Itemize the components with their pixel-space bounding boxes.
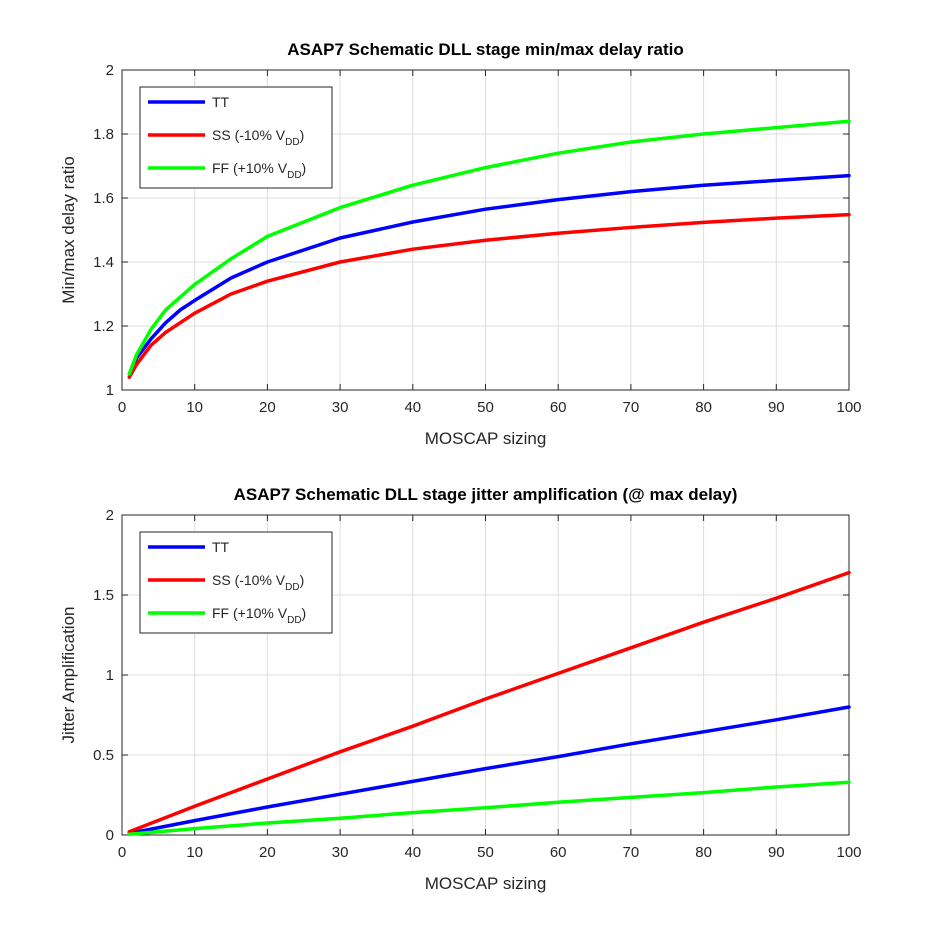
- legend-entry: SS (-10% VDD): [212, 127, 304, 148]
- legend-box: [139, 86, 333, 189]
- x-tick-label: 70: [623, 399, 640, 416]
- x-tick-label: 90: [768, 399, 785, 416]
- legend-entry-subscript: DD: [287, 170, 301, 181]
- legend-entry-name: FF (+10% V: [212, 160, 288, 176]
- legend-entry: TT: [212, 94, 230, 110]
- x-tick-label: 50: [477, 844, 494, 861]
- y-tick-label: 2: [106, 507, 114, 524]
- legend-entry-name: TT: [212, 94, 230, 110]
- x-tick-label: 80: [695, 844, 712, 861]
- x-tick-label: 30: [332, 844, 349, 861]
- y-tick-label: 0.5: [93, 747, 114, 764]
- x-tick-label: 10: [186, 844, 203, 861]
- y-tick-label: 1: [106, 382, 114, 399]
- series-line-3: [127, 780, 851, 836]
- legend-entry-name: SS (-10% V: [212, 572, 286, 588]
- y-tick-label: 1.4: [93, 254, 114, 271]
- legend-entry-suffix: ): [302, 160, 307, 176]
- x-tick-label: 0: [118, 844, 126, 861]
- y-tick-label: 2: [106, 62, 114, 79]
- chart-title: ASAP7 Schematic DLL stage min/max delay …: [287, 40, 684, 59]
- x-axis-label: MOSCAP sizing: [425, 429, 547, 448]
- legend-entry-suffix: ): [300, 127, 305, 143]
- series-line-1: [127, 173, 851, 376]
- legend-entry-name: TT: [212, 539, 230, 555]
- y-tick-label: 1.5: [93, 587, 114, 604]
- legend-entry-subscript: DD: [285, 137, 299, 148]
- legend-box: [139, 531, 333, 634]
- x-tick-label: 100: [836, 399, 861, 416]
- x-tick-label: 20: [259, 844, 276, 861]
- legend-entry-suffix: ): [300, 572, 305, 588]
- legend-entry-subscript: DD: [285, 582, 299, 593]
- x-tick-label: 40: [404, 399, 421, 416]
- x-tick-label: 40: [404, 844, 421, 861]
- x-tick-label: 20: [259, 399, 276, 416]
- x-axis-label: MOSCAP sizing: [425, 874, 547, 893]
- x-tick-label: 70: [623, 844, 640, 861]
- chart-title: ASAP7 Schematic DLL stage jitter amplifi…: [234, 485, 738, 504]
- legend-entry: FF (+10% VDD): [212, 605, 306, 626]
- y-tick-label: 0: [106, 827, 114, 844]
- x-tick-label: 0: [118, 399, 126, 416]
- y-axis-label: Min/max delay ratio: [59, 156, 78, 303]
- legend-entry-name: SS (-10% V: [212, 127, 286, 143]
- legend-entry: SS (-10% VDD): [212, 572, 304, 593]
- x-tick-label: 100: [836, 844, 861, 861]
- legend-entry-subscript: DD: [287, 615, 301, 626]
- x-tick-label: 60: [550, 844, 567, 861]
- y-axis-label: Jitter Amplification: [59, 607, 78, 744]
- legend-entry: TT: [212, 539, 230, 555]
- series-line-1: [127, 705, 851, 836]
- series-line-3: [127, 119, 851, 376]
- chart-panel-1: 0 10 20 30 40 50 60 70 80 90 100 1 1.2 1.4 1.6 1.8 2 ASAP…: [59, 40, 862, 448]
- x-tick-label: 30: [332, 399, 349, 416]
- y-tick-label: 1.2: [93, 318, 114, 335]
- legend-entry-suffix: ): [302, 605, 307, 621]
- x-tick-label: 50: [477, 399, 494, 416]
- y-tick-label: 1.8: [93, 126, 114, 143]
- x-tick-label: 80: [695, 399, 712, 416]
- x-tick-label: 90: [768, 844, 785, 861]
- x-tick-label: 10: [186, 399, 203, 416]
- x-tick-label: 60: [550, 399, 567, 416]
- legend-entry-name: FF (+10% V: [212, 605, 288, 621]
- legend-entry: FF (+10% VDD): [212, 160, 306, 181]
- series-line-2: [127, 570, 851, 834]
- y-tick-label: 1.6: [93, 190, 114, 207]
- chart-panel-2: 0 10 20 30 40 50 60 70 80 90 100 0 0.5 1 1.5 2 ASAP7 Sch…: [59, 485, 862, 893]
- y-tick-label: 1: [106, 667, 114, 684]
- series-line-2: [127, 212, 851, 379]
